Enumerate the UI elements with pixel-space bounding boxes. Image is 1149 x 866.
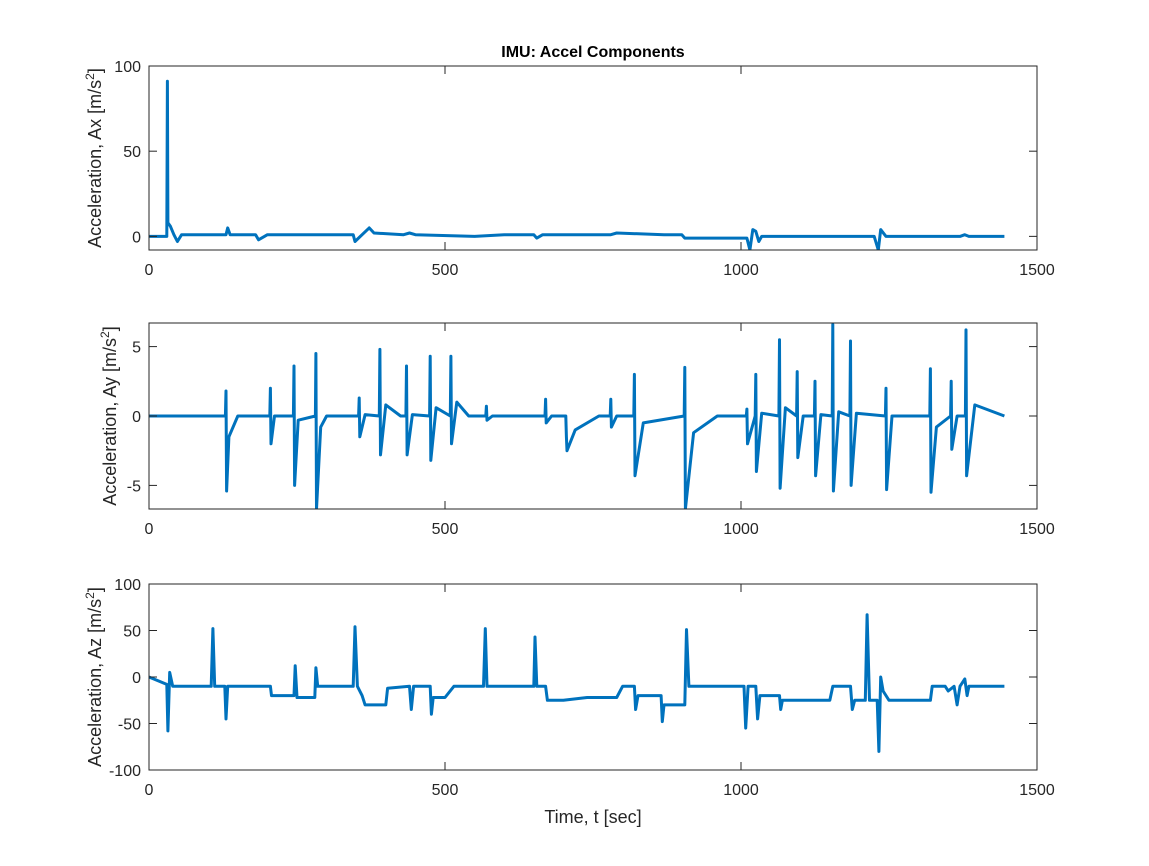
y-axis-label-part: Acceleration, Ax [m/s (85, 80, 105, 248)
y-tick-label: -5 (127, 478, 141, 495)
y-tick-label: 50 (123, 144, 141, 161)
y-tick-label: 0 (132, 409, 141, 426)
data-line (149, 79, 1005, 250)
plot-area (149, 613, 1005, 753)
y-axis-label: Acceleration, Az [m/s2] (83, 587, 105, 767)
y-axis-label-part: 2 (98, 331, 112, 338)
x-tick-label: 0 (145, 521, 154, 538)
x-tick-label: 0 (145, 262, 154, 279)
y-axis-label-part: 2 (83, 592, 97, 599)
y-tick-label: 0 (132, 670, 141, 687)
y-axis-label-part: 2 (83, 73, 97, 80)
x-tick-label: 1500 (1019, 521, 1055, 538)
y-tick-label: 0 (132, 229, 141, 246)
y-tick-label: -50 (118, 717, 141, 734)
y-axis-label: Acceleration, Ay [m/s2] (98, 326, 120, 505)
y-tick-label: 5 (132, 340, 141, 357)
chart-title: IMU: Accel Components (501, 44, 685, 61)
y-axis-label-part: Acceleration, Az [m/s (85, 599, 105, 767)
y-tick-label: -100 (109, 763, 141, 780)
y-axis-label-part: ] (100, 326, 120, 331)
subplot: 0 500 1000 1500 0 50 100 IMU: Accel Components A… (83, 44, 1055, 279)
x-axis-label: Time, t [sec] (544, 807, 641, 827)
axes-box (148, 583, 1038, 771)
y-tick-label: 50 (123, 624, 141, 641)
x-tick-label: 1500 (1019, 262, 1055, 279)
x-tick-label: 500 (432, 262, 459, 279)
x-tick-label: 1000 (723, 521, 759, 538)
plot-area (149, 323, 1005, 509)
y-axis-label-part: ] (85, 68, 105, 73)
subplot: 0 500 1000 1500 -5 0 5 Acceleration, Ay [m/s2] (98, 322, 1055, 538)
data-line (149, 613, 1005, 753)
y-tick-label: 100 (114, 577, 141, 594)
x-tick-label: 0 (145, 782, 154, 799)
y-axis-label-part: Acceleration, Ay [m/s (100, 338, 120, 506)
x-tick-label: 1000 (723, 782, 759, 799)
x-tick-label: 500 (432, 521, 459, 538)
subplot: 0 500 1000 1500 -100 -50 0 50 100 Time, t [sec] Ac… (83, 577, 1055, 827)
x-tick-label: 1500 (1019, 782, 1055, 799)
x-tick-label: 1000 (723, 262, 759, 279)
y-axis-label: Acceleration, Ax [m/s2] (83, 68, 105, 248)
y-axis-label-part: ] (85, 587, 105, 592)
plot-area (149, 79, 1005, 250)
data-line (149, 323, 1005, 509)
axes-box (148, 65, 1038, 251)
x-tick-label: 500 (432, 782, 459, 799)
y-tick-label: 100 (114, 59, 141, 76)
